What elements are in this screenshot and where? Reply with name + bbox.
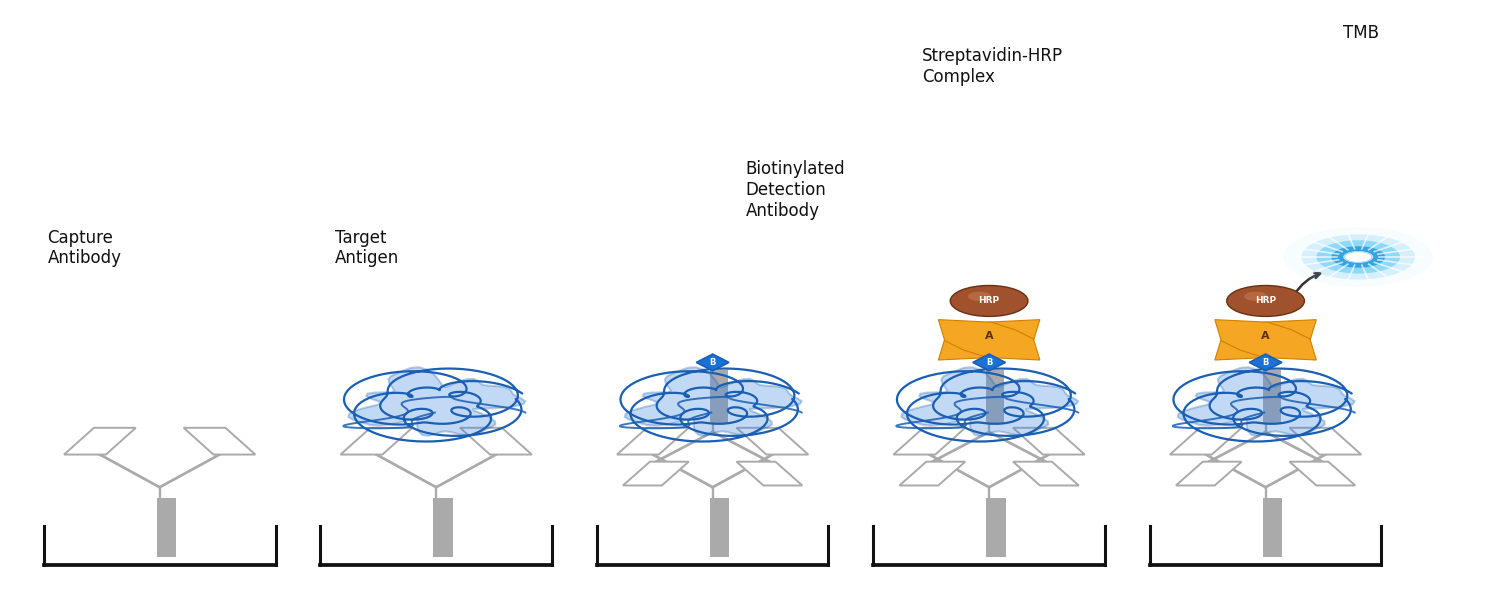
Polygon shape xyxy=(1170,428,1242,455)
Bar xyxy=(1263,370,1275,423)
Circle shape xyxy=(1332,246,1384,268)
Text: B: B xyxy=(986,358,993,367)
Polygon shape xyxy=(460,428,532,455)
Circle shape xyxy=(1346,251,1371,262)
Circle shape xyxy=(968,292,992,301)
Polygon shape xyxy=(340,428,412,455)
Text: A: A xyxy=(986,331,993,341)
Polygon shape xyxy=(1215,320,1317,360)
Bar xyxy=(986,498,999,557)
Polygon shape xyxy=(939,320,1040,360)
Circle shape xyxy=(951,286,1028,316)
Bar xyxy=(1269,498,1282,557)
Polygon shape xyxy=(894,428,964,455)
Circle shape xyxy=(1227,286,1305,316)
Polygon shape xyxy=(974,354,1005,371)
Text: TMB: TMB xyxy=(1344,23,1380,41)
Polygon shape xyxy=(64,428,136,455)
Polygon shape xyxy=(736,461,802,485)
Text: Biotinylated
Detection
Antibody: Biotinylated Detection Antibody xyxy=(746,160,844,220)
Polygon shape xyxy=(622,461,688,485)
Polygon shape xyxy=(616,428,688,455)
Polygon shape xyxy=(1013,428,1084,455)
Text: Streptavidin-HRP
Complex: Streptavidin-HRP Complex xyxy=(922,47,1064,86)
Text: Capture
Antibody: Capture Antibody xyxy=(48,229,122,268)
Polygon shape xyxy=(1013,461,1078,485)
Polygon shape xyxy=(1290,428,1360,455)
Text: A: A xyxy=(1262,331,1270,341)
Circle shape xyxy=(1344,251,1372,263)
Text: B: B xyxy=(710,358,716,367)
Circle shape xyxy=(1317,241,1400,274)
Text: Target
Antigen: Target Antigen xyxy=(334,229,399,268)
Polygon shape xyxy=(1178,367,1354,436)
Bar xyxy=(986,370,998,423)
Polygon shape xyxy=(348,367,525,436)
Bar xyxy=(716,498,729,557)
Polygon shape xyxy=(1290,461,1356,485)
Text: HRP: HRP xyxy=(1256,296,1276,305)
Polygon shape xyxy=(626,367,801,436)
Bar xyxy=(156,498,170,557)
Circle shape xyxy=(1302,235,1414,280)
Polygon shape xyxy=(902,367,1078,436)
Polygon shape xyxy=(736,428,808,455)
Circle shape xyxy=(1284,227,1432,287)
Polygon shape xyxy=(939,320,1040,360)
Bar xyxy=(433,498,447,557)
Polygon shape xyxy=(900,461,964,485)
Bar xyxy=(162,498,176,557)
Text: HRP: HRP xyxy=(978,296,999,305)
Polygon shape xyxy=(1176,461,1242,485)
Bar xyxy=(440,498,453,557)
Polygon shape xyxy=(696,354,729,371)
Bar xyxy=(710,370,722,423)
Bar xyxy=(716,370,728,423)
Bar xyxy=(710,498,723,557)
Polygon shape xyxy=(183,428,255,455)
Text: B: B xyxy=(1263,358,1269,367)
Polygon shape xyxy=(1215,320,1317,360)
Circle shape xyxy=(1244,292,1268,301)
Bar xyxy=(1263,498,1276,557)
Bar xyxy=(992,498,1005,557)
Bar xyxy=(992,370,1004,423)
Bar xyxy=(1269,370,1281,423)
Polygon shape xyxy=(1250,354,1282,371)
